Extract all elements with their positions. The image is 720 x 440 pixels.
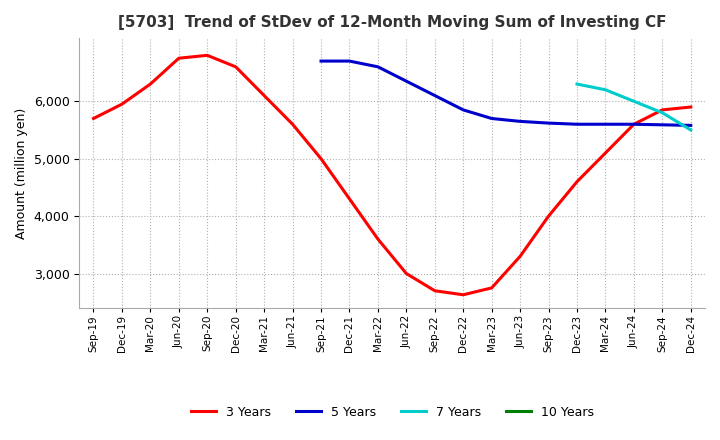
5 Years: [572, 121, 581, 127]
5 Years: [487, 116, 496, 121]
5 Years: [544, 121, 553, 126]
5 Years: [459, 107, 467, 113]
3 Years: [658, 107, 667, 113]
5 Years: [317, 59, 325, 64]
7 Years: [658, 110, 667, 115]
3 Years: [629, 121, 638, 127]
3 Years: [402, 271, 410, 276]
5 Years: [629, 121, 638, 127]
3 Years: [601, 150, 610, 156]
3 Years: [317, 156, 325, 161]
5 Years: [431, 93, 439, 98]
7 Years: [686, 127, 695, 132]
3 Years: [345, 196, 354, 202]
3 Years: [459, 292, 467, 297]
7 Years: [629, 99, 638, 104]
3 Years: [174, 55, 183, 61]
Line: 5 Years: 5 Years: [321, 61, 690, 125]
3 Years: [117, 102, 126, 107]
3 Years: [203, 53, 212, 58]
7 Years: [572, 81, 581, 87]
5 Years: [374, 64, 382, 70]
3 Years: [686, 104, 695, 110]
7 Years: [601, 87, 610, 92]
3 Years: [544, 213, 553, 219]
5 Years: [402, 78, 410, 84]
3 Years: [260, 93, 269, 98]
3 Years: [431, 288, 439, 293]
5 Years: [658, 122, 667, 128]
3 Years: [89, 116, 98, 121]
3 Years: [146, 81, 155, 87]
Legend: 3 Years, 5 Years, 7 Years, 10 Years: 3 Years, 5 Years, 7 Years, 10 Years: [186, 400, 599, 424]
Line: 3 Years: 3 Years: [94, 55, 690, 295]
Y-axis label: Amount (million yen): Amount (million yen): [15, 107, 28, 238]
3 Years: [487, 285, 496, 290]
5 Years: [345, 59, 354, 64]
Title: [5703]  Trend of StDev of 12-Month Moving Sum of Investing CF: [5703] Trend of StDev of 12-Month Moving…: [118, 15, 667, 30]
3 Years: [572, 179, 581, 184]
Line: 7 Years: 7 Years: [577, 84, 690, 130]
5 Years: [601, 121, 610, 127]
3 Years: [288, 121, 297, 127]
5 Years: [516, 119, 524, 124]
5 Years: [686, 123, 695, 128]
3 Years: [374, 236, 382, 242]
3 Years: [231, 64, 240, 70]
3 Years: [516, 254, 524, 259]
